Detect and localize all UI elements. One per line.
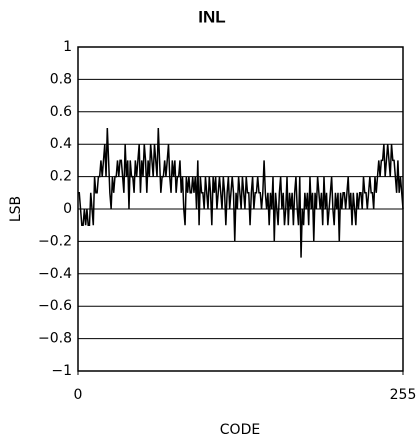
y-tick-label: −0.8 bbox=[38, 331, 72, 347]
y-tick-label: −1 bbox=[51, 363, 72, 379]
y-tick-label: 0.4 bbox=[50, 136, 72, 152]
x-tick-label: 255 bbox=[390, 387, 417, 403]
x-axis-label: CODE bbox=[220, 422, 260, 438]
y-tick-label: −0.4 bbox=[38, 266, 72, 282]
y-axis-label: LSB bbox=[8, 196, 24, 222]
y-tick-label: −0.6 bbox=[38, 298, 72, 314]
y-tick-label: 1 bbox=[63, 39, 72, 55]
y-tick-label: 0.8 bbox=[50, 71, 72, 87]
y-tick-label: −0.2 bbox=[38, 233, 72, 249]
y-tick-label: 0.6 bbox=[50, 104, 72, 120]
chart-title: INL bbox=[198, 7, 225, 26]
inl-line bbox=[78, 127, 404, 258]
y-tick-label: 0.2 bbox=[50, 169, 72, 185]
y-tick-label: 0 bbox=[63, 201, 72, 217]
x-tick-label: 0 bbox=[74, 387, 83, 403]
